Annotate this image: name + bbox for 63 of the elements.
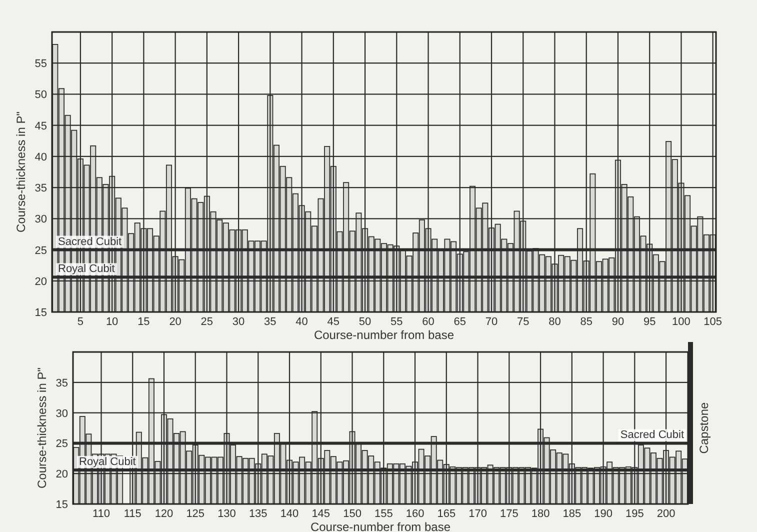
y-tick-label: 25 bbox=[34, 244, 47, 257]
x-axis-title: Course-number from base bbox=[310, 520, 451, 532]
x-tick-label: 45 bbox=[327, 316, 340, 328]
x-tick-label: 5 bbox=[77, 316, 84, 328]
y-tick-label: 30 bbox=[56, 408, 68, 420]
ref-line-label: Royal Cubit bbox=[58, 263, 115, 276]
x-tick-label: 80 bbox=[548, 316, 561, 328]
x-tick-label: 185 bbox=[562, 508, 582, 520]
x-tick-label: 195 bbox=[625, 508, 644, 520]
x-tick-label: 135 bbox=[248, 508, 268, 520]
x-tick-label: 25 bbox=[200, 316, 214, 328]
x-tick-label: 90 bbox=[612, 316, 624, 328]
x-tick-label: 110 bbox=[92, 508, 110, 520]
ref-line-label: Sacred Cubit bbox=[620, 429, 684, 442]
x-tick-label: 120 bbox=[154, 508, 174, 520]
y-tick-label: 35 bbox=[56, 377, 68, 390]
x-tick-label: 190 bbox=[594, 508, 612, 520]
x-tick-label: 85 bbox=[580, 316, 592, 328]
y-axis-title: Course-thickness in P" bbox=[14, 112, 28, 232]
x-tick-label: 155 bbox=[374, 508, 393, 520]
x-tick-label: 100 bbox=[672, 316, 690, 328]
x-tick-label: 95 bbox=[643, 316, 656, 328]
x-axis-title: Course-number from base bbox=[314, 328, 454, 342]
y-tick-label: 30 bbox=[34, 214, 47, 226]
x-tick-label: 35 bbox=[264, 316, 276, 328]
x-tick-label: 175 bbox=[500, 508, 518, 520]
y-tick-label: 15 bbox=[56, 499, 68, 511]
x-tick-label: 60 bbox=[422, 316, 434, 328]
x-tick-label: 140 bbox=[280, 508, 299, 520]
x-tick-label: 55 bbox=[390, 316, 403, 328]
x-tick-label: 65 bbox=[454, 316, 466, 328]
y-tick-label: 45 bbox=[34, 120, 47, 132]
y-tick-label: 50 bbox=[34, 89, 47, 102]
x-tick-label: 170 bbox=[468, 508, 487, 520]
y-tick-label: 15 bbox=[34, 307, 47, 319]
y-tick-label: 40 bbox=[34, 151, 47, 164]
x-tick-label: 145 bbox=[312, 508, 330, 520]
x-tick-label: 105 bbox=[704, 316, 722, 328]
x-tick-label: 150 bbox=[343, 508, 362, 520]
x-tick-label: 165 bbox=[437, 508, 456, 520]
y-tick-label: 20 bbox=[56, 468, 68, 481]
x-tick-label: 200 bbox=[656, 508, 676, 520]
y-tick-label: 25 bbox=[56, 438, 68, 450]
y-tick-label: 55 bbox=[34, 58, 47, 70]
ref-line-label: Royal Cubit bbox=[79, 456, 136, 468]
ref-line-label: Sacred Cubit bbox=[58, 236, 122, 248]
y-axis-title: Course-thickness in P" bbox=[35, 368, 49, 488]
x-tick-label: 50 bbox=[358, 316, 372, 328]
x-tick-label: 30 bbox=[232, 316, 245, 328]
x-tick-label: 125 bbox=[186, 508, 205, 520]
x-tick-label: 70 bbox=[485, 316, 498, 328]
x-tick-label: 20 bbox=[169, 316, 182, 328]
y-tick-label: 35 bbox=[34, 182, 47, 195]
y-tick-label: 20 bbox=[34, 276, 47, 288]
x-tick-label: 75 bbox=[517, 316, 530, 328]
x-tick-label: 180 bbox=[531, 508, 550, 520]
x-tick-label: 115 bbox=[124, 508, 142, 520]
x-tick-label: 15 bbox=[138, 316, 150, 328]
x-tick-label: 130 bbox=[218, 508, 236, 520]
x-tick-label: 160 bbox=[406, 508, 424, 520]
x-tick-label: 40 bbox=[296, 316, 308, 328]
x-tick-label: 10 bbox=[106, 316, 118, 328]
text: Capstone bbox=[697, 402, 711, 454]
